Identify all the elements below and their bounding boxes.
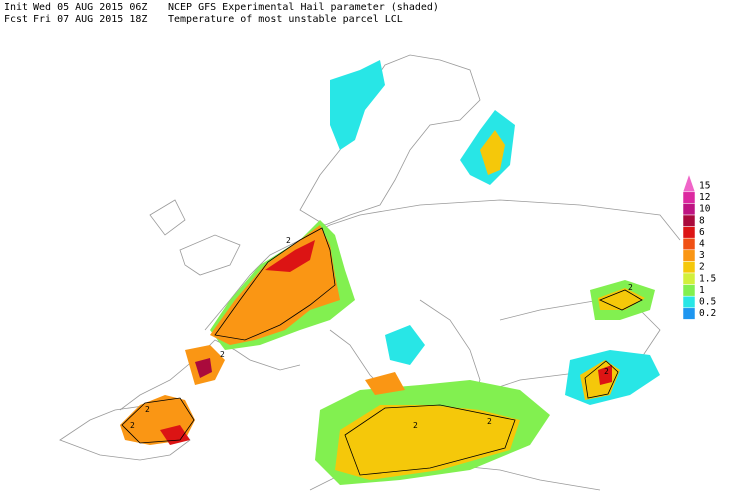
contour-labels: 2 2 2 2 2 2 2 2 <box>130 236 633 430</box>
legend-swatch <box>682 261 696 274</box>
legend-swatch <box>682 284 696 297</box>
shading <box>120 60 660 485</box>
contour-label: 2 <box>628 283 633 292</box>
init-label: Init <box>4 2 28 13</box>
legend-swatch <box>682 307 696 320</box>
legend-swatch <box>682 203 696 216</box>
legend-label: 1 <box>699 285 705 296</box>
legend-swatch <box>682 226 696 239</box>
legend-label: 0.5 <box>699 297 716 308</box>
legend-swatch <box>682 214 696 227</box>
legend-label: 1.5 <box>699 273 716 284</box>
contour-label: 2 <box>130 421 135 430</box>
legend-swatch <box>682 237 696 251</box>
legend-label: 3 <box>699 250 705 261</box>
legend-label: 15 <box>699 181 710 192</box>
contour-label: 2 <box>487 417 492 426</box>
legend-arrow <box>682 173 696 193</box>
legend-label: 0.2 <box>699 308 716 319</box>
contour-label: 2 <box>220 350 225 359</box>
legend-label: 4 <box>699 239 705 250</box>
contour-label: 2 <box>413 421 418 430</box>
contour-label: 2 <box>145 405 150 414</box>
contours <box>121 227 643 476</box>
legend-label: 8 <box>699 215 705 226</box>
fcst-time: Fri 07 AUG 2015 18Z <box>33 14 147 25</box>
contour-label: 2 <box>604 367 609 376</box>
legend-label: 12 <box>699 192 710 203</box>
fcst-label: Fcst <box>4 14 28 25</box>
title: NCEP GFS Experimental Hail parameter (sh… <box>168 2 439 13</box>
legend-swatch <box>682 295 696 309</box>
init-time: Wed 05 AUG 2015 06Z <box>33 2 147 13</box>
legend-label: 2 <box>699 262 705 273</box>
legend-label: 10 <box>699 204 711 215</box>
subtitle: Temperature of most unstable parcel LCL <box>168 14 403 25</box>
contour-label: 2 <box>286 236 291 245</box>
legend-swatch <box>682 249 696 262</box>
legend-swatch <box>682 191 696 204</box>
legend-label: 6 <box>699 227 705 238</box>
legend-swatch <box>682 272 696 285</box>
